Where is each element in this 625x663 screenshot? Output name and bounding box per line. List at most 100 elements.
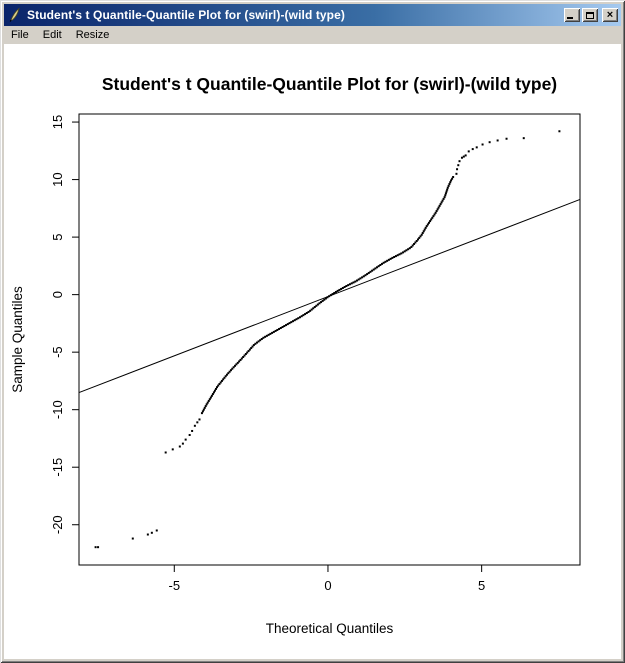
data-point [411,244,414,247]
data-point [348,283,351,286]
data-point [338,288,341,291]
data-point [236,361,239,364]
data-point [458,160,461,163]
data-point [374,267,377,270]
data-point [279,327,282,330]
data-point [231,367,234,370]
data-point [193,424,196,427]
data-point [309,309,312,312]
data-point [376,266,379,269]
menu-item-file[interactable]: File [11,29,29,41]
data-point [207,399,210,402]
data-point [293,319,296,322]
data-point [288,322,291,325]
data-point [367,271,370,274]
data-point [272,330,275,333]
data-point [205,403,208,406]
data-point [364,274,367,277]
data-point [259,339,262,342]
data-point [97,546,100,549]
data-point [496,139,499,142]
data-point [436,208,439,211]
data-point [224,375,227,378]
close-button[interactable]: × [602,8,618,22]
data-point [202,408,205,411]
data-point [423,228,426,231]
data-point [345,285,348,288]
data-point [304,313,307,316]
data-point [439,203,442,206]
data-point [341,286,344,289]
data-point [244,353,247,356]
data-point [434,211,437,214]
data-point [403,250,406,253]
data-point [407,248,410,251]
data-point [146,533,149,536]
data-point [352,281,355,284]
data-point [418,236,421,239]
data-point [430,218,433,221]
data-point [460,156,463,159]
data-point [222,378,225,381]
data-point [232,366,235,369]
data-point [276,328,279,331]
data-point [400,252,403,255]
data-point [250,347,253,350]
window-title: Student's t Quantile-Quantile Plot for (… [27,8,345,22]
data-point [307,310,310,313]
data-point [239,358,242,361]
data-point [310,308,313,311]
data-point [265,334,268,337]
data-point [209,396,212,399]
data-point [267,333,270,336]
data-point [438,204,441,207]
data-point [357,278,360,281]
data-point [426,223,429,226]
data-point [203,406,206,409]
qq-dense-curve [200,175,455,415]
data-point [242,355,245,358]
data-point [427,221,430,224]
y-tick-label: 5 [50,233,65,240]
data-point [457,164,460,167]
data-point [389,257,392,260]
menu-item-resize[interactable]: Resize [75,29,110,41]
data-point [257,340,260,343]
data-point [198,418,201,421]
minimize-icon [567,17,573,19]
data-point [328,295,331,298]
maximize-button[interactable] [582,8,598,22]
data-point [243,354,246,357]
close-icon: × [606,8,614,21]
data-point [408,247,411,250]
data-point [394,255,397,258]
menu-item-edit[interactable]: Edit [42,29,62,41]
data-point [384,260,387,263]
data-point [522,137,525,140]
data-point [455,172,458,175]
data-point [462,155,465,158]
x-tick-label: 0 [324,578,331,593]
data-point [387,258,390,261]
data-point [238,360,241,363]
data-point [248,348,251,351]
data-point [359,277,362,280]
minimize-button[interactable] [564,8,580,22]
data-point [333,292,336,295]
data-point [329,294,332,297]
data-point [251,345,254,348]
data-point [340,287,343,290]
data-point [305,312,308,315]
data-point [260,337,263,340]
data-point [211,393,214,396]
data-point [312,307,315,310]
data-point [131,537,134,540]
y-tick-label: 10 [50,172,65,186]
data-point [290,321,293,324]
data-point [200,412,203,415]
title-bar[interactable]: Student's t Quantile-Quantile Plot for (… [4,4,621,26]
data-point [252,344,255,347]
data-point [343,286,346,289]
data-point [321,299,324,302]
